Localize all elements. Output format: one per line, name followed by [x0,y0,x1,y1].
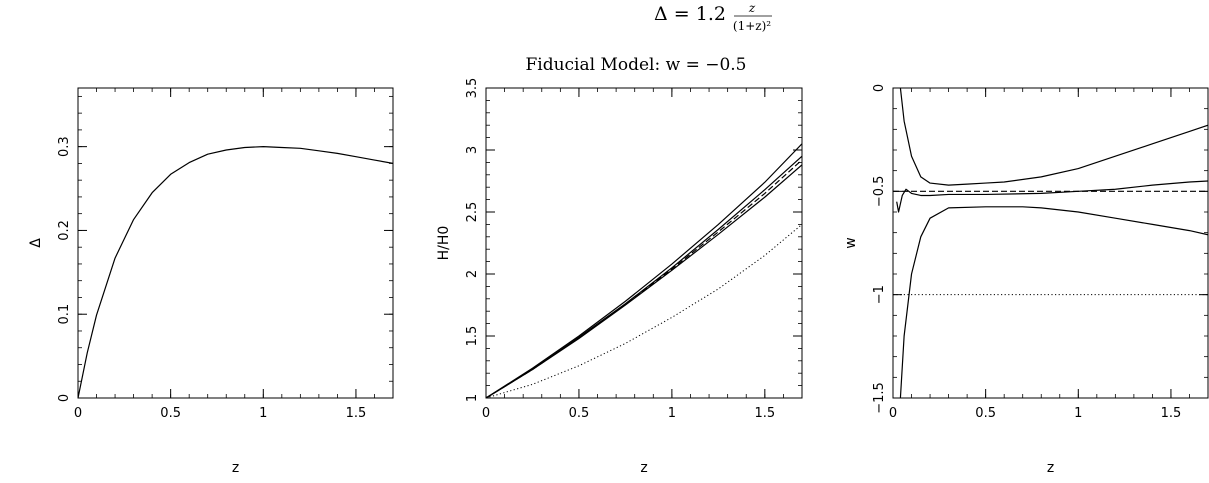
x-tick-label: 0.5 [569,406,590,421]
panel-2: 0 0.5 1 1.5 1 1.5 2 2.5 3 3.5 z H/H0 [436,78,803,476]
y-tick-label: −1.5 [872,382,887,414]
chart-formula-title: Δ = 1.2 [654,3,726,25]
series-line-1 [486,143,802,398]
chart-subtitle: Fiducial Model: w = −0.5 [525,55,746,75]
plot-frame [485,87,803,399]
formula-numerator: z [748,1,756,15]
y-tick-label: 0.3 [57,136,72,157]
x-tick-label: 1.5 [1161,406,1182,421]
x-axis-label: z [1047,460,1054,476]
series-line-3 [899,206,1208,398]
x-tick-label: 1 [259,406,267,421]
y-tick-label: 3.5 [465,78,480,99]
y-tick-label: 0 [872,84,887,92]
series-line-3 [486,164,802,398]
y-axis-label: w [843,237,859,248]
series-line-1 [78,146,393,398]
x-tick-label: 0 [482,406,490,421]
series-line-2 [486,155,802,398]
x-tick-label: 0 [74,406,82,421]
x-tick-label: 1.5 [346,406,367,421]
x-tick-label: 1 [1074,406,1082,421]
y-tick-label: 1.5 [465,326,480,347]
panel-1: 0 0.5 1 1.5 0 0.1 0.2 0.3 z Δ [28,87,394,476]
y-axis-label: H/H0 [436,226,452,261]
y-tick-label: 0 [57,394,72,402]
y-tick-label: 1 [465,394,480,402]
formula-prefix: Δ = 1.2 [654,3,726,25]
y-tick-label: 0.1 [57,304,72,325]
y-axis-label: Δ [28,238,44,248]
y-tick-label: 2.5 [465,202,480,223]
panels: 0 0.5 1 1.5 0 0.1 0.2 0.3 z Δ 0 0.5 1 1.5 1 1.5 2 2.5 3 3.5… [28,78,1209,476]
x-tick-label: 1 [668,406,676,421]
series-line-1 [899,88,1208,186]
x-tick-label: 0.5 [160,406,181,421]
x-axis-label: z [640,460,647,476]
series-line-4 [486,159,802,398]
y-tick-label: −0.5 [872,176,887,208]
x-tick-label: 0.5 [975,406,996,421]
y-tick-label: 0.2 [57,220,72,241]
y-tick-label: −1 [872,285,887,304]
y-tick-label: 2 [465,270,480,278]
plot-frame [892,87,1209,399]
series-line-5 [486,224,802,398]
x-axis-label: z [232,460,239,476]
y-tick-label: 3 [465,146,480,154]
series-line-2 [896,180,1208,213]
panel-3: 0 0.5 1 1.5 −1.5 −1 −0.5 0 z w [843,84,1209,476]
formula-denominator: (1+z)² [733,19,771,33]
x-tick-label: 1.5 [754,406,775,421]
x-tick-label: 0 [889,406,897,421]
plot-frame [77,87,394,399]
